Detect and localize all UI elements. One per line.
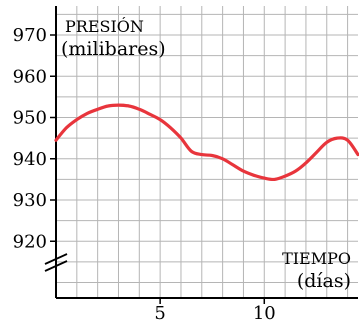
y-tick-label: 940 — [13, 149, 47, 170]
y-tick-label: 930 — [13, 190, 47, 211]
y-axis-label-line1: PRESIÓN — [65, 16, 144, 36]
y-tick-label: 970 — [13, 25, 47, 46]
pressure-series-line — [54, 103, 359, 182]
grid-lines — [56, 6, 358, 298]
axis-break-mark — [44, 260, 68, 272]
y-tick-label: 920 — [13, 231, 47, 252]
x-tick-label: 5 — [154, 303, 165, 320]
axes — [44, 6, 358, 299]
x-axis-label-line1: TIEMPO — [282, 249, 351, 268]
ticks: 920 930 940 950 960 970 5 10 — [13, 25, 276, 320]
series-layer — [54, 103, 359, 182]
axis-break-mark — [44, 253, 68, 265]
y-axis-label-line2: (milibares) — [61, 38, 166, 60]
x-axis-label-line2: (días) — [297, 270, 351, 292]
y-tick-label: 960 — [13, 66, 47, 87]
x-tick-label: 10 — [253, 303, 276, 320]
y-tick-label: 950 — [13, 108, 47, 129]
